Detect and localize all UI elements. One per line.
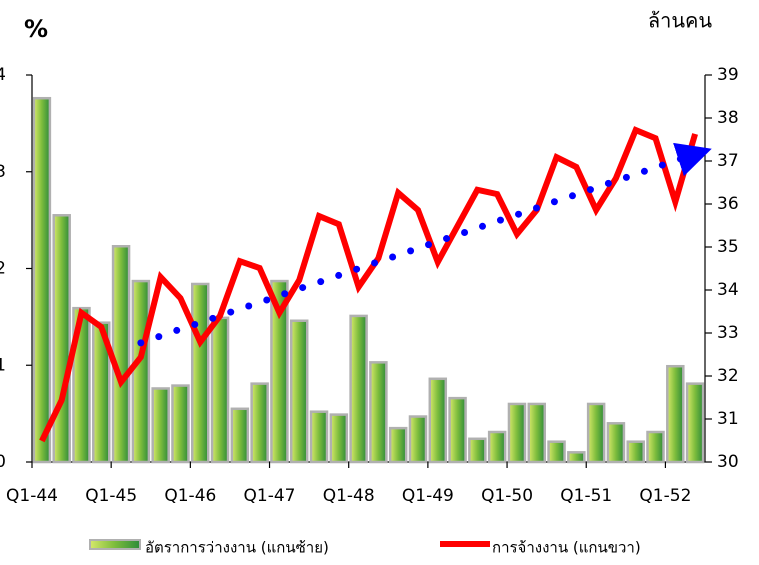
y2-tick-label: 39 xyxy=(717,65,739,85)
bar xyxy=(171,384,190,464)
x-tick-label: Q1-46 xyxy=(164,486,216,506)
y2-tick-label: 37 xyxy=(717,151,739,171)
bar xyxy=(448,396,467,464)
x-tick-label: Q1-51 xyxy=(560,486,612,506)
y-axis-title: % xyxy=(24,15,48,43)
y-tick-label: 0 xyxy=(0,452,6,472)
bar xyxy=(487,430,507,464)
bar xyxy=(567,451,586,464)
bar xyxy=(408,415,428,464)
x-tick-label: Q1-45 xyxy=(85,486,137,506)
y2-tick-label: 30 xyxy=(717,452,739,472)
bar xyxy=(230,407,250,464)
bar xyxy=(52,214,71,464)
y2-tick-label: 34 xyxy=(717,280,739,300)
y-tick-label: 2 xyxy=(0,259,6,279)
bar xyxy=(111,244,131,464)
bar xyxy=(210,316,230,464)
bar xyxy=(586,402,606,464)
y-tick-label: 3 xyxy=(0,162,6,182)
legend-swatch xyxy=(89,539,141,550)
bar xyxy=(92,321,111,464)
y-tick-label: 1 xyxy=(0,355,6,375)
y2-tick-label: 31 xyxy=(717,409,739,429)
bar xyxy=(547,440,566,464)
bar xyxy=(606,422,626,464)
bar xyxy=(289,319,309,464)
bar xyxy=(329,413,349,464)
legend-label: การจ้างงาน (แกนขวา) xyxy=(492,539,641,557)
line xyxy=(39,126,698,443)
bar xyxy=(369,361,388,464)
bar xyxy=(250,382,269,464)
bar xyxy=(646,430,665,464)
y2-tick-label: 33 xyxy=(717,323,739,343)
bar xyxy=(151,387,170,464)
bar xyxy=(507,402,527,464)
y2-axis-title: ล้านคน xyxy=(648,9,713,33)
y-tick-label: 4 xyxy=(0,65,6,85)
bar xyxy=(428,377,448,464)
bar xyxy=(626,440,645,464)
bar xyxy=(32,96,52,464)
legend-label: อัตราการว่างงาน (แกนซ้าย) xyxy=(145,539,329,557)
bar xyxy=(468,437,487,464)
bar xyxy=(666,364,685,464)
y2-tick-label: 38 xyxy=(717,108,739,128)
bar xyxy=(72,306,91,464)
x-tick-label: Q1-52 xyxy=(639,486,691,506)
bar xyxy=(685,382,705,464)
x-tick-label: Q1-47 xyxy=(244,486,296,506)
bar xyxy=(388,426,408,464)
x-tick-label: Q1-49 xyxy=(402,486,454,506)
bar xyxy=(527,402,546,464)
bar xyxy=(349,314,368,464)
bar xyxy=(309,410,329,464)
bar xyxy=(191,282,210,464)
x-tick-label: Q1-48 xyxy=(323,486,375,506)
bar xyxy=(270,279,289,464)
y2-tick-label: 36 xyxy=(717,194,739,214)
trend-line xyxy=(137,142,712,347)
bar xyxy=(131,279,151,464)
y2-tick-label: 35 xyxy=(717,237,739,257)
x-tick-label: Q1-44 xyxy=(6,486,58,506)
y2-tick-label: 32 xyxy=(717,366,739,386)
x-tick-label: Q1-50 xyxy=(481,486,533,506)
